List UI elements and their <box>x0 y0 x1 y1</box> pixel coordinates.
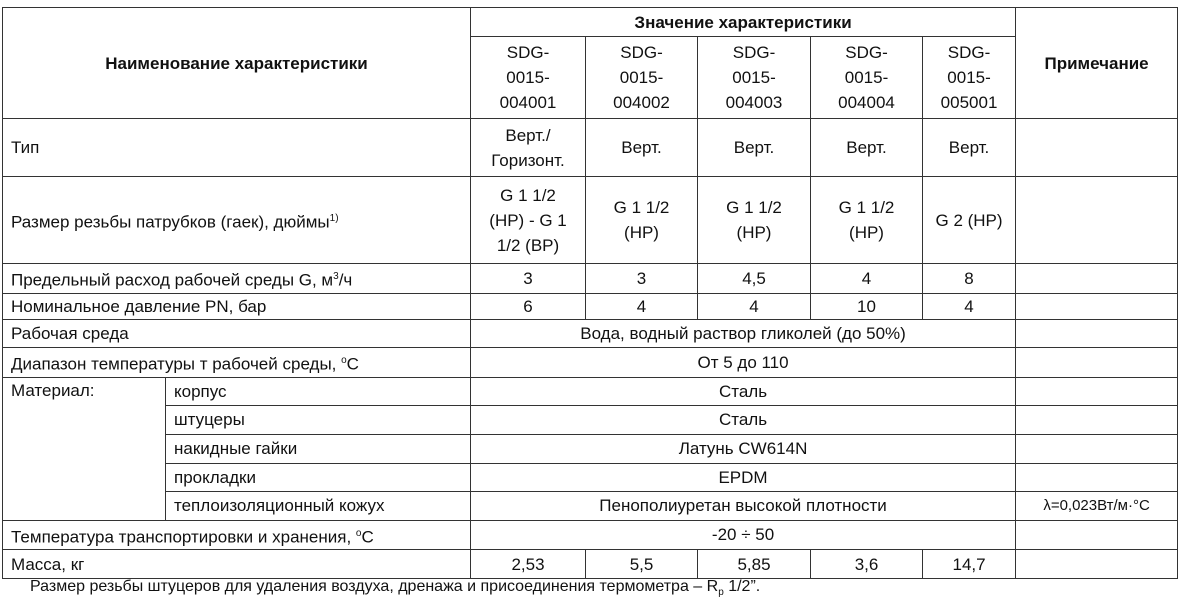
cell: G 1 1/2 (НР) - G 1 1/2 (ВР) <box>470 176 587 264</box>
cell: Верт. <box>585 118 699 177</box>
row-label: Масса, кг <box>1 549 472 580</box>
models-row: SDG- 0015- 004001 SDG- 0015- 004002 SDG-… <box>3 36 1178 119</box>
cell: 5,5 <box>585 549 699 580</box>
cell: 3,6 <box>810 549 924 580</box>
note-cell <box>1015 376 1179 406</box>
cell: G 1 1/2 (НР) <box>697 176 812 264</box>
row-label: Температура транспортировки и хранения, … <box>1 519 472 551</box>
cell: Верт. <box>697 118 812 177</box>
header-note-column: Примечание <box>1015 7 1179 119</box>
note-cell <box>1015 263 1179 294</box>
row-label: Размер резьбы патрубков (гаек), дюймы1) <box>1 176 472 264</box>
note-cell <box>1015 347 1179 378</box>
table-row-storage-temp: Температура транспортировки и хранения, … <box>1 519 1179 551</box>
table-row-material: теплоизоляционный кожух Пенополиуретан в… <box>3 490 1179 521</box>
cell: 4 <box>697 293 812 320</box>
model-header: SDG- 0015- 004003 <box>697 36 812 119</box>
cell: 8 <box>922 263 1017 294</box>
footnote: Размер резьбы штуцеров для удаления возд… <box>30 578 761 599</box>
table-row-temp-range: Диапазон температуры т рабочей среды, oC… <box>1 347 1179 378</box>
note-cell <box>1015 319 1179 348</box>
note-cell <box>1015 519 1179 551</box>
table-row-thread: Размер резьбы патрубков (гаек), дюймы1) … <box>1 176 1179 264</box>
cell: Сталь <box>470 404 1017 435</box>
table-row-material: накидные гайки Латунь CW614N <box>3 433 1179 464</box>
model-header: SDG- 0015- 004001 <box>470 36 587 119</box>
row-label: Предельный расход рабочей среды G, м3/ч <box>1 263 472 294</box>
cell: G 1 1/2 (НР) <box>585 176 699 264</box>
cell: G 2 (НР) <box>922 176 1017 264</box>
note-cell <box>1015 433 1179 464</box>
header-value-group: Значение характеристики <box>470 7 1017 37</box>
cell: 4 <box>810 263 924 294</box>
cell: От 5 до 110 <box>470 347 1017 378</box>
header-name-column: Наименование характеристики <box>1 7 472 119</box>
cell: 2,53 <box>470 549 587 580</box>
cell: Латунь CW614N <box>470 433 1017 464</box>
cell: -20 ÷ 50 <box>470 519 1017 551</box>
row-label: Рабочая среда <box>1 319 472 348</box>
row-label: Номинальное давление PN, бар <box>1 293 472 320</box>
cell: 4 <box>922 293 1017 320</box>
cell: 14,7 <box>922 549 1017 580</box>
cell: Верт. <box>810 118 924 177</box>
sub-label: накидные гайки <box>164 433 472 464</box>
cell: Пенополиуретан высокой плотности <box>470 490 1017 521</box>
table-row-material: прокладки EPDM <box>3 462 1179 492</box>
cell: Вода, водный раствор гликолей (до 50%) <box>470 319 1017 348</box>
model-header: SDG- 0015- 004002 <box>585 36 699 119</box>
note-cell <box>1015 118 1179 177</box>
table-row-material: штуцеры Сталь <box>3 404 1179 435</box>
cell: 4,5 <box>697 263 812 294</box>
model-header: SDG- 0015- 004004 <box>810 36 924 119</box>
table-row-medium: Рабочая среда Вода, водный раствор глико… <box>1 319 1179 348</box>
table-row-flow: Предельный расход рабочей среды G, м3/ч … <box>1 263 1179 294</box>
model-header: SDG- 0015- 005001 <box>922 36 1017 119</box>
table-row-pressure: Номинальное давление PN, бар 6 4 4 10 4 <box>1 293 1179 320</box>
sub-label: штуцеры <box>164 404 472 435</box>
note-cell <box>1015 462 1179 492</box>
cell: Верт./ Горизонт. <box>470 118 587 177</box>
sub-label: теплоизоляционный кожух <box>164 490 472 521</box>
cell: 3 <box>470 263 587 294</box>
cell: 5,85 <box>697 549 812 580</box>
row-label: Материал: <box>2 376 166 521</box>
cell: EPDM <box>470 462 1017 492</box>
cell: G 1 1/2 (НР) <box>810 176 924 264</box>
cell: Сталь <box>470 376 1017 406</box>
note-cell <box>1015 176 1179 264</box>
note-cell <box>1015 293 1179 320</box>
table-row-mass: Масса, кг 2,53 5,5 5,85 3,6 14,7 <box>1 549 1179 580</box>
table-row-material: Материал: корпус Сталь <box>2 376 1179 521</box>
cell: 4 <box>585 293 699 320</box>
table-row-type: Тип Верт./ Горизонт. Верт. Верт. Верт. В… <box>1 118 1179 177</box>
note-cell: λ=0,023Вт/м·°С <box>1015 490 1179 521</box>
sub-label: корпус <box>164 376 472 406</box>
row-label: Тип <box>1 118 472 177</box>
cell: Верт. <box>922 118 1017 177</box>
cell: 6 <box>470 293 587 320</box>
row-label: Диапазон температуры т рабочей среды, oC <box>1 347 472 378</box>
cell: 10 <box>810 293 924 320</box>
specifications-table: Наименование характеристики Значение хар… <box>1 7 1179 580</box>
note-cell <box>1015 404 1179 435</box>
sub-label: прокладки <box>164 462 472 492</box>
note-cell <box>1015 549 1179 580</box>
cell: 3 <box>585 263 699 294</box>
